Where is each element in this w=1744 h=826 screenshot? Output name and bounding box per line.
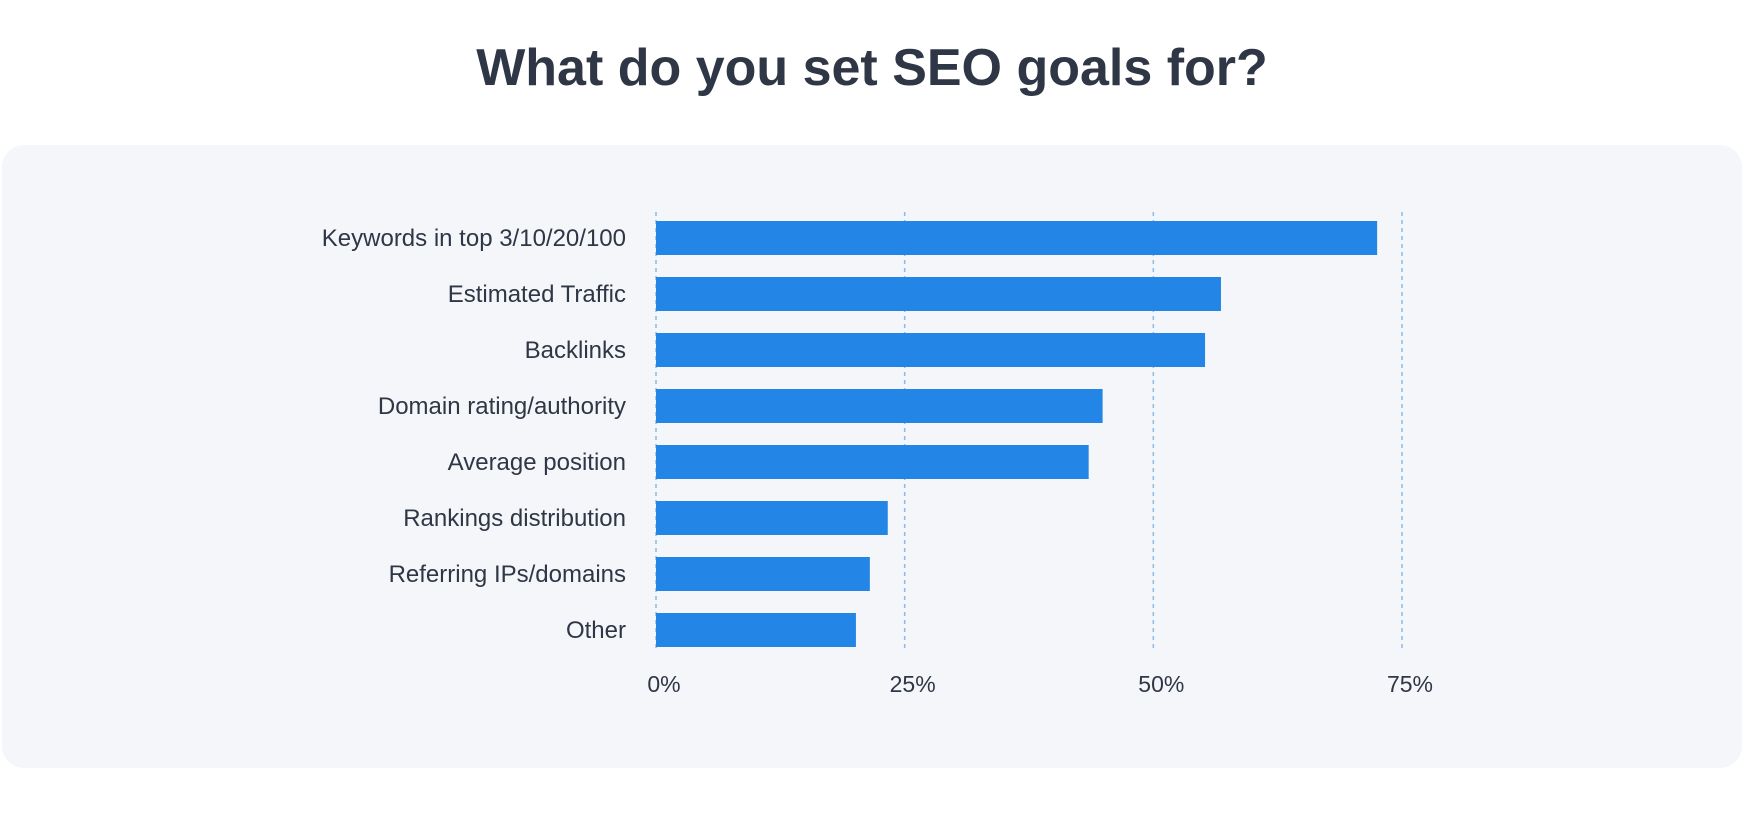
bar-0: [656, 221, 1378, 255]
category-label-0: Keywords in top 3/10/20/100: [322, 225, 626, 252]
x-tick-label-1: 25%: [890, 671, 936, 697]
bar-2: [656, 333, 1206, 367]
bar-7: [656, 613, 856, 647]
chart-title: What do you set SEO goals for?: [476, 39, 1268, 97]
bar-5: [656, 501, 888, 535]
category-label-4: Average position: [448, 449, 626, 476]
bar-1: [656, 277, 1221, 311]
x-tick-label-0: 0%: [647, 671, 680, 697]
category-label-1: Estimated Traffic: [448, 281, 626, 308]
category-label-2: Backlinks: [525, 337, 626, 364]
bar-4: [656, 445, 1089, 479]
bar-3: [656, 389, 1103, 423]
category-label-7: Other: [566, 617, 626, 644]
x-tick-label-2: 50%: [1138, 671, 1184, 697]
x-tick-label-3: 75%: [1387, 671, 1433, 697]
category-label-6: Referring IPs/domains: [389, 561, 626, 588]
category-label-3: Domain rating/authority: [378, 393, 626, 420]
category-label-5: Rankings distribution: [403, 505, 626, 532]
bar-6: [656, 557, 870, 591]
